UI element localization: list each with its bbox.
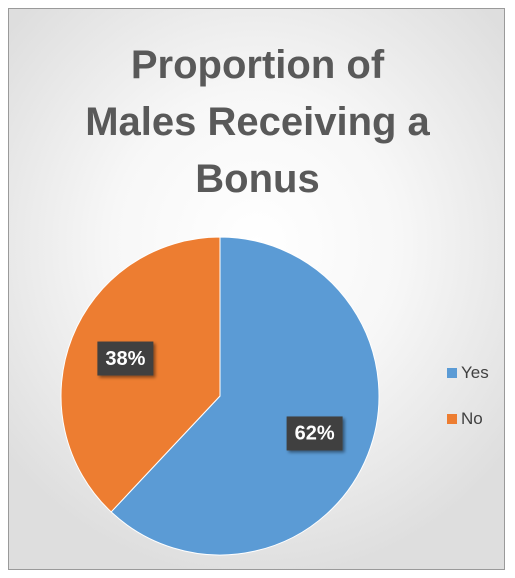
legend-label-no: No	[461, 409, 483, 428]
chart-title-line-1: Proportion of	[130, 43, 385, 87]
legend-swatch-yes	[447, 368, 457, 378]
data-label-text-no: 38%	[105, 348, 145, 370]
pie-slice-yes	[110, 236, 380, 556]
legend-item-yes: Yes	[447, 362, 489, 384]
pie-data-labels: 62% 38%	[97, 341, 343, 451]
data-label-box-no	[97, 341, 154, 376]
chart-area: Proportion of Males Receiving a Bonus 62…	[8, 8, 505, 570]
data-label-no: 38%	[97, 341, 154, 376]
data-label-box-yes	[286, 416, 343, 451]
chart-title-line-2: Males Receiving a	[85, 100, 430, 144]
legend-label-yes: Yes	[461, 363, 489, 382]
legend-item-no: No	[447, 408, 489, 430]
legend-swatch-no	[447, 414, 457, 424]
chart-title-line-3: Bonus	[195, 157, 320, 201]
pie-chart: 62% 38%	[60, 236, 380, 556]
pie-slices	[60, 236, 380, 556]
data-label-yes: 62%	[286, 416, 343, 451]
chart-title: Proportion of Males Receiving a Bonus	[9, 37, 504, 208]
data-label-text-yes: 62%	[295, 423, 335, 445]
chart-legend: Yes No	[447, 362, 489, 454]
